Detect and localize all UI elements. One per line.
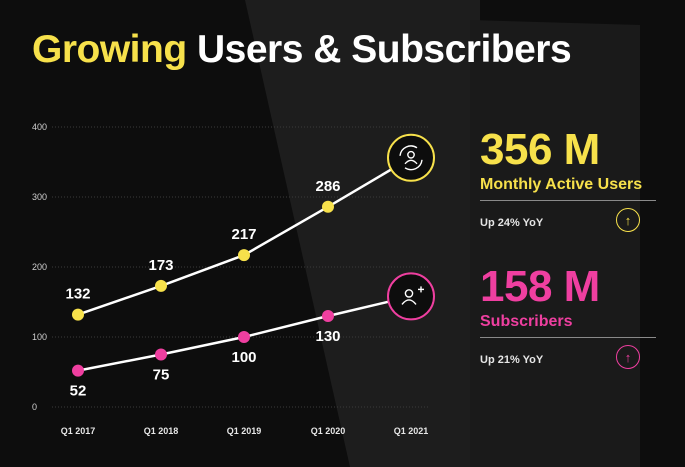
data-point (155, 279, 167, 292)
y-tick-label: 400 (32, 122, 47, 132)
page-title: Growing Users & Subscribers (32, 28, 572, 72)
kpi-subs-value: 158 M (480, 262, 600, 311)
kpi-subscribers: 158 M Subscribers Up 21% YoY ↑ (480, 262, 656, 369)
icon-part (404, 159, 418, 165)
data-label: 173 (148, 257, 173, 274)
icon-part (407, 150, 415, 159)
kpi-subs-divider (480, 337, 656, 338)
kpi-mau-yoy: Up 24% YoY (480, 217, 544, 229)
icon-part (404, 289, 414, 298)
y-tick-label: 0 (32, 402, 37, 412)
y-tick-label: 100 (32, 332, 47, 342)
x-tick-label: Q1 2021 (394, 426, 429, 436)
data-point (322, 310, 334, 322)
x-tick-label: Q1 2020 (311, 426, 346, 436)
data-point (238, 331, 250, 343)
data-label: 52 (70, 383, 87, 400)
kpi-subs-yoy: Up 21% YoY (480, 354, 544, 366)
title-accent: Growing (32, 28, 187, 71)
x-tick-label: Q1 2018 (144, 426, 179, 436)
kpi-mau-value: 356 M (480, 125, 600, 174)
data-label: 286 (315, 178, 340, 195)
arrow-up-icon: ↑ (616, 345, 640, 369)
data-point (322, 200, 334, 213)
kpi-mau-divider (480, 200, 656, 201)
icon-part (399, 145, 418, 156)
data-label: 130 (315, 328, 340, 345)
title-rest: Users & Subscribers (197, 28, 572, 71)
data-label: 75 (153, 367, 170, 384)
data-point (155, 348, 167, 361)
icon-part (401, 299, 417, 305)
y-tick-label: 200 (32, 262, 47, 272)
data-label: 100 (231, 349, 256, 366)
data-point (72, 364, 84, 377)
kpi-subs-label: Subscribers (480, 313, 573, 330)
icon-part (404, 159, 423, 171)
data-point (238, 249, 250, 262)
x-tick-label: Q1 2019 (227, 426, 262, 436)
kpi-mau-label: Monthly Active Users (480, 176, 643, 193)
data-point (72, 308, 84, 321)
kpi-monthly-active-users: 356 M Monthly Active Users Up 24% YoY ↑ (480, 125, 656, 232)
data-label: 217 (231, 226, 256, 243)
data-label: 132 (65, 286, 90, 303)
x-tick-label: Q1 2017 (61, 426, 96, 436)
y-tick-label: 300 (32, 192, 47, 202)
arrow-up-icon: ↑ (616, 208, 640, 232)
